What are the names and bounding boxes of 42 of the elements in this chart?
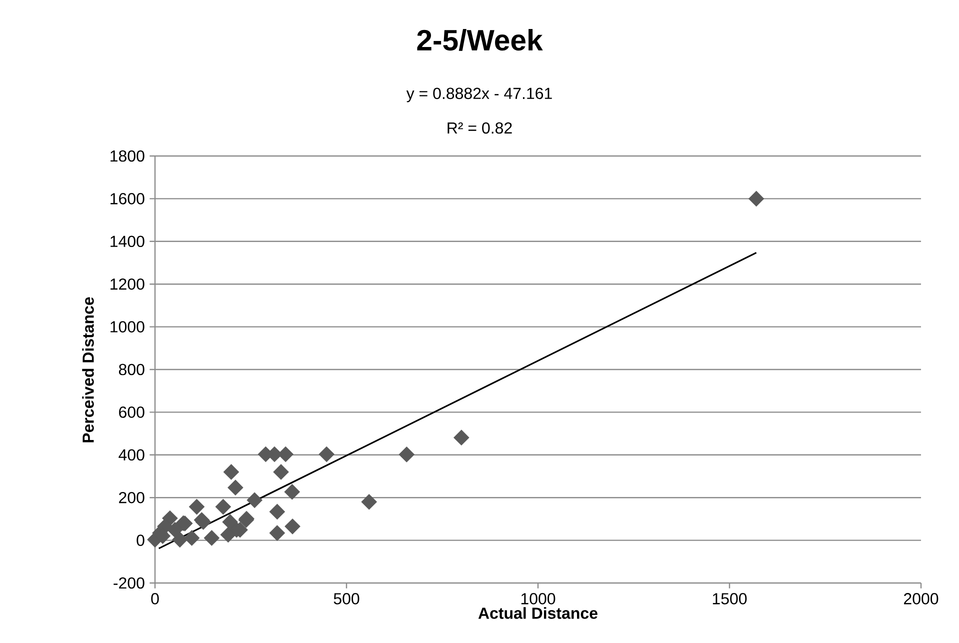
- point: [223, 464, 240, 480]
- point: [228, 480, 244, 496]
- point: [284, 518, 300, 534]
- point: [748, 190, 764, 207]
- x-tick-label: 1500: [712, 593, 747, 604]
- y-tick-label: 0: [136, 534, 144, 546]
- point: [398, 446, 414, 462]
- point: [172, 532, 188, 548]
- chart-title: 2-5/Week: [417, 29, 543, 51]
- point: [318, 446, 334, 462]
- point: [188, 498, 205, 515]
- text: y = 0.8882x - 47.161: [406, 88, 552, 102]
- point: [269, 504, 285, 520]
- y-tick-label: 200: [119, 492, 144, 504]
- point: [273, 464, 289, 480]
- y-axis-title: Perceived Distance: [82, 297, 94, 442]
- x-tick-label: 500: [334, 593, 360, 604]
- point: [269, 525, 285, 541]
- point: [184, 530, 200, 546]
- point: [220, 526, 236, 543]
- y-tick-label: -200: [114, 577, 144, 589]
- x-tick-label: 1000: [521, 593, 556, 604]
- point: [222, 514, 238, 530]
- y-tick-label: 800: [118, 364, 144, 376]
- y-tick-label: 600: [119, 406, 144, 418]
- point: [167, 522, 183, 538]
- point: [284, 484, 300, 500]
- point: [246, 492, 262, 508]
- y-tick-label: 1000: [110, 321, 144, 332]
- x-tick-label: 0: [151, 593, 159, 604]
- point: [361, 494, 377, 510]
- x-axis-title: Actual Distance: [478, 607, 598, 619]
- y-tick-label: 1600: [110, 193, 144, 204]
- y-tick-label: 1200: [110, 278, 144, 290]
- text: R² = 0.82: [448, 122, 512, 134]
- y-tick-label: 1400: [110, 236, 144, 248]
- y-tick-label: 1800: [110, 150, 144, 162]
- point: [215, 498, 231, 515]
- y-tick-label: 400: [118, 449, 144, 461]
- point: [204, 530, 220, 546]
- x-tick-label: 2000: [904, 593, 938, 604]
- point: [454, 430, 470, 446]
